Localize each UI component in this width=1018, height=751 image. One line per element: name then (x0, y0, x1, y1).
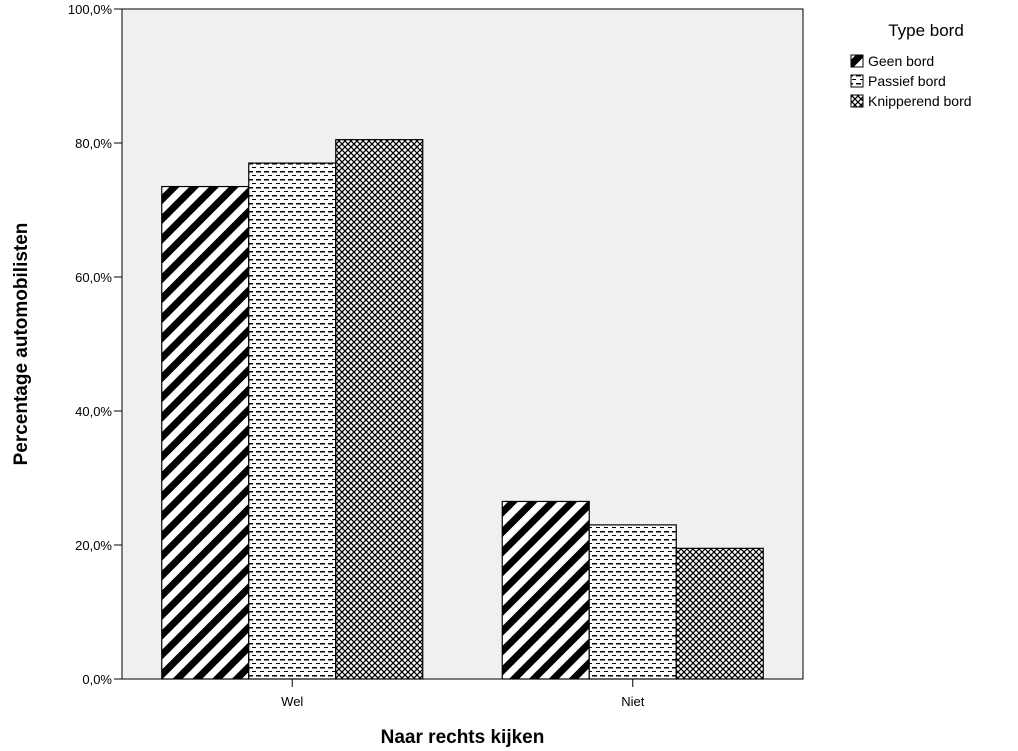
bar-niet-passief-bord (588, 524, 677, 680)
y-tick-label: 100,0% (68, 2, 113, 17)
bars (161, 139, 764, 680)
y-axis-title: Percentage automobilisten (11, 223, 32, 466)
bar-wel-passief-bord (248, 162, 337, 680)
y-tick-label: 60,0% (75, 270, 112, 285)
x-tick-label: Wel (281, 694, 303, 709)
legend-swatch (850, 94, 864, 108)
bar-niet-geen-bord (501, 500, 590, 680)
legend-title: Type bord (888, 21, 964, 40)
y-tick-label: 0,0% (82, 672, 112, 687)
legend-label: Geen bord (868, 53, 934, 69)
y-tick-label: 20,0% (75, 538, 112, 553)
legend-swatch (850, 74, 864, 88)
y-tick-label: 80,0% (75, 136, 112, 151)
legend-swatch (850, 54, 864, 68)
x-axis: Wel Niet (281, 679, 645, 709)
bar-wel-knipperend-bord (335, 139, 424, 680)
legend-label: Knipperend bord (868, 93, 972, 109)
bar-wel-geen-bord (161, 185, 250, 680)
legend: Type bord Geen bord Passief bord Knipperen… (850, 21, 972, 109)
y-tick-label: 40,0% (75, 404, 112, 419)
legend-label: Passief bord (868, 73, 946, 89)
bar-niet-knipperend-bord (675, 547, 764, 680)
x-tick-label: Niet (621, 694, 645, 709)
x-axis-title: Naar rechts kijken (381, 727, 545, 748)
y-axis: 0,0% 20,0% 40,0% 60,0% 80,0% 100,0% (68, 2, 122, 687)
